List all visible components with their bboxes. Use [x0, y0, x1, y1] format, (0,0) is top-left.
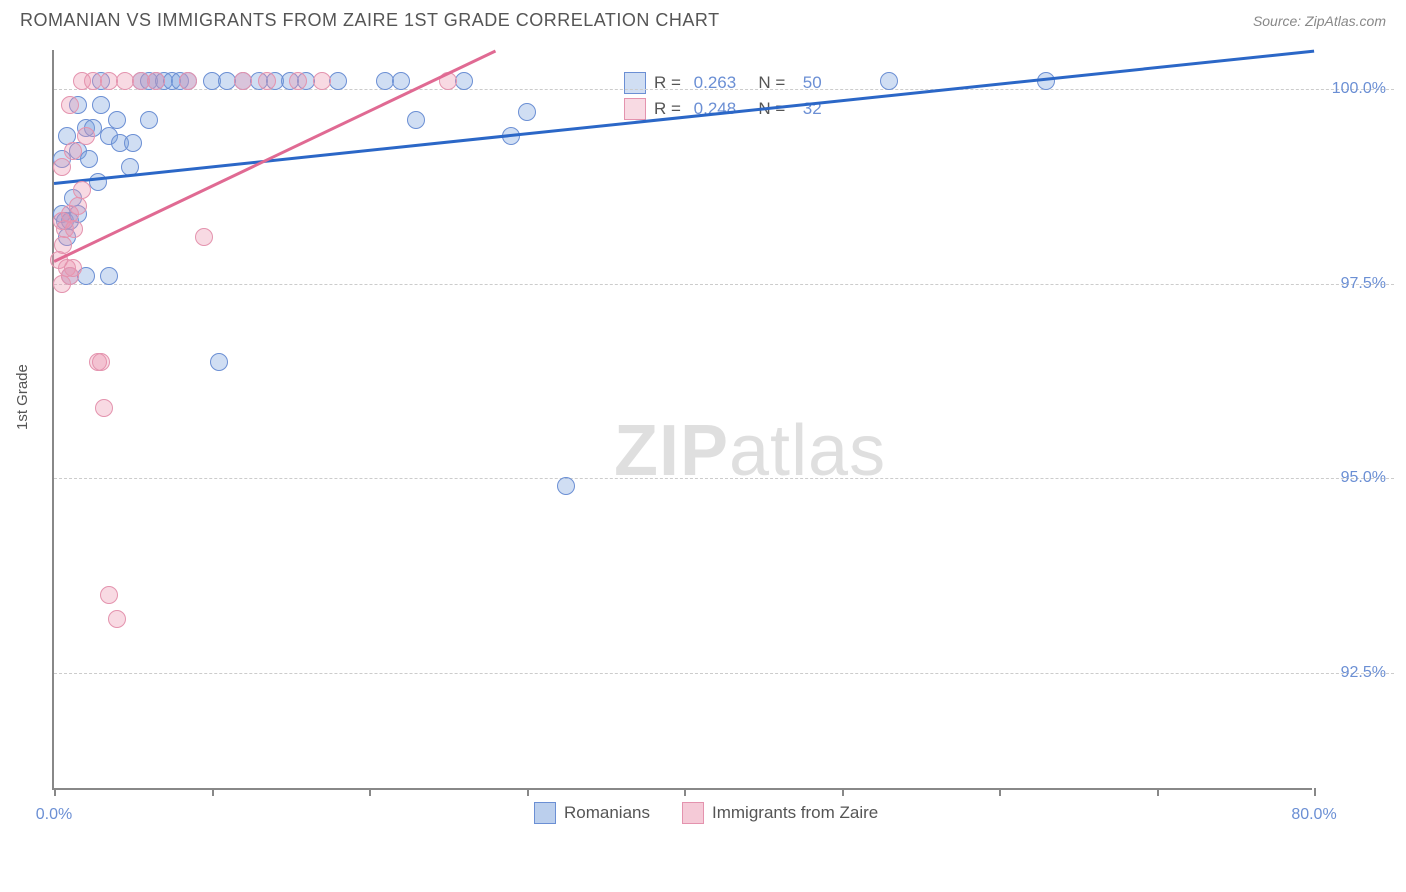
y-tick-label: 97.5% — [1316, 275, 1386, 293]
gridline-h — [54, 284, 1394, 285]
scatter-point — [1037, 72, 1055, 90]
legend-label: Romanians — [564, 803, 650, 823]
legend-swatch — [624, 72, 646, 94]
scatter-point — [234, 72, 252, 90]
scatter-point — [124, 134, 142, 152]
scatter-point — [407, 111, 425, 129]
scatter-point — [518, 103, 536, 121]
x-tick — [369, 788, 371, 796]
x-tick-label: 0.0% — [36, 806, 72, 824]
plot-region: ZIPatlas R = 0.263 N = 50R = 0.248 N = 3… — [52, 50, 1312, 790]
scatter-point — [69, 197, 87, 215]
stat-n-label: N = — [744, 73, 790, 93]
x-tick — [1314, 788, 1316, 796]
scatter-point — [313, 72, 331, 90]
scatter-point — [100, 267, 118, 285]
scatter-point — [77, 127, 95, 145]
scatter-point — [880, 72, 898, 90]
scatter-point — [73, 181, 91, 199]
legend-swatch — [534, 802, 556, 824]
x-tick — [1157, 788, 1159, 796]
stat-r-value: 0.263 — [694, 73, 737, 93]
chart-title: ROMANIAN VS IMMIGRANTS FROM ZAIRE 1ST GR… — [20, 10, 720, 31]
scatter-point — [64, 142, 82, 160]
x-tick — [54, 788, 56, 796]
gridline-h — [54, 478, 1394, 479]
y-tick-label: 100.0% — [1316, 80, 1386, 98]
scatter-point — [53, 158, 71, 176]
legend-swatch — [624, 98, 646, 120]
scatter-point — [329, 72, 347, 90]
stat-n-value: 50 — [798, 73, 822, 93]
bottom-legend: Romanians Immigrants from Zaire — [534, 802, 902, 824]
x-tick-label: 80.0% — [1291, 806, 1336, 824]
stats-row: R = 0.263 N = 50 — [624, 70, 822, 96]
scatter-point — [100, 586, 118, 604]
scatter-point — [147, 72, 165, 90]
chart-header: ROMANIAN VS IMMIGRANTS FROM ZAIRE 1ST GR… — [0, 0, 1406, 37]
scatter-point — [92, 353, 110, 371]
scatter-point — [108, 610, 126, 628]
scatter-point — [455, 72, 473, 90]
scatter-point — [140, 111, 158, 129]
scatter-point — [557, 477, 575, 495]
source-label: Source: — [1253, 13, 1305, 29]
scatter-point — [195, 228, 213, 246]
x-tick — [842, 788, 844, 796]
chart-source: Source: ZipAtlas.com — [1253, 13, 1386, 29]
scatter-point — [92, 96, 110, 114]
stat-r-label: R = — [654, 73, 686, 93]
scatter-point — [179, 72, 197, 90]
chart-area: ZIPatlas R = 0.263 N = 50R = 0.248 N = 3… — [52, 50, 1392, 805]
stats-box: R = 0.263 N = 50R = 0.248 N = 32 — [614, 64, 832, 128]
y-tick-label: 95.0% — [1316, 469, 1386, 487]
gridline-h — [54, 673, 1394, 674]
scatter-point — [95, 399, 113, 417]
scatter-point — [258, 72, 276, 90]
scatter-point — [80, 150, 98, 168]
x-tick — [999, 788, 1001, 796]
scatter-point — [65, 220, 83, 238]
scatter-point — [64, 259, 82, 277]
y-tick-label: 92.5% — [1316, 664, 1386, 682]
scatter-point — [392, 72, 410, 90]
legend-swatch — [682, 802, 704, 824]
scatter-point — [108, 111, 126, 129]
watermark: ZIPatlas — [614, 410, 886, 492]
x-tick — [527, 788, 529, 796]
scatter-point — [61, 96, 79, 114]
x-tick — [212, 788, 214, 796]
x-tick — [684, 788, 686, 796]
source-value: ZipAtlas.com — [1305, 13, 1386, 29]
y-axis-label: 1st Grade — [14, 364, 31, 430]
scatter-point — [289, 72, 307, 90]
scatter-point — [210, 353, 228, 371]
legend-label: Immigrants from Zaire — [712, 803, 878, 823]
